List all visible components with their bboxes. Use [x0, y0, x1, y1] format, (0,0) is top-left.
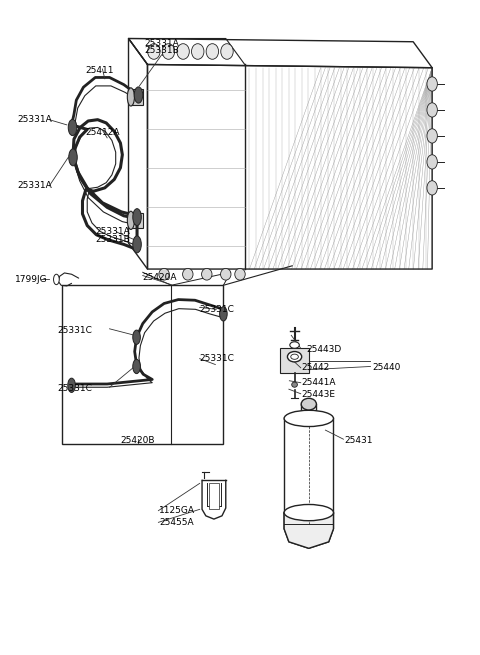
Ellipse shape	[202, 269, 212, 280]
Bar	[209, 483, 219, 510]
Ellipse shape	[219, 307, 227, 321]
Ellipse shape	[292, 382, 298, 387]
Ellipse shape	[427, 181, 437, 195]
Polygon shape	[284, 513, 334, 548]
Ellipse shape	[427, 77, 437, 91]
Ellipse shape	[159, 269, 169, 280]
Ellipse shape	[290, 342, 300, 348]
Ellipse shape	[133, 236, 141, 253]
Text: 25331B: 25331B	[144, 47, 179, 55]
Text: 25331A: 25331A	[144, 39, 179, 48]
Ellipse shape	[54, 274, 59, 285]
Ellipse shape	[148, 44, 160, 60]
Text: 25331A: 25331A	[17, 181, 52, 191]
Ellipse shape	[288, 352, 301, 362]
Text: 25443E: 25443E	[301, 390, 336, 399]
Bar	[131, 213, 143, 228]
Text: 25440: 25440	[373, 364, 401, 372]
Ellipse shape	[69, 149, 77, 166]
Ellipse shape	[427, 129, 437, 143]
Text: 25443D: 25443D	[306, 345, 342, 354]
Text: 25431: 25431	[344, 436, 373, 445]
Ellipse shape	[127, 88, 134, 106]
Text: 25331C: 25331C	[200, 305, 235, 314]
Text: 25442: 25442	[301, 364, 330, 372]
Text: 1799JG: 1799JG	[14, 275, 47, 284]
Text: 25331A: 25331A	[96, 227, 130, 236]
Ellipse shape	[127, 212, 134, 229]
Text: 1125GA: 1125GA	[159, 506, 195, 515]
Bar	[62, 286, 223, 444]
Ellipse shape	[133, 360, 140, 373]
Ellipse shape	[291, 354, 299, 360]
Text: 25441A: 25441A	[301, 378, 336, 387]
Ellipse shape	[133, 209, 141, 225]
Ellipse shape	[220, 269, 231, 280]
Ellipse shape	[427, 155, 437, 169]
Ellipse shape	[177, 44, 189, 60]
Ellipse shape	[133, 330, 140, 345]
Ellipse shape	[162, 44, 175, 60]
Ellipse shape	[192, 44, 204, 60]
Text: 25455A: 25455A	[159, 518, 194, 527]
Ellipse shape	[235, 269, 245, 280]
Ellipse shape	[182, 269, 193, 280]
Text: 25331A: 25331A	[17, 115, 52, 124]
Ellipse shape	[68, 119, 77, 136]
Text: 25331B: 25331B	[96, 234, 130, 244]
Text: 25411: 25411	[86, 66, 114, 75]
Text: 25331C: 25331C	[200, 354, 235, 363]
Ellipse shape	[427, 103, 437, 117]
Ellipse shape	[134, 87, 143, 103]
Ellipse shape	[206, 44, 218, 60]
Text: 25420B: 25420B	[121, 436, 155, 445]
Ellipse shape	[68, 378, 75, 392]
Ellipse shape	[284, 504, 334, 521]
Ellipse shape	[221, 44, 233, 60]
Text: 25331C: 25331C	[57, 326, 92, 335]
Ellipse shape	[301, 398, 316, 410]
Bar	[131, 89, 143, 105]
Text: 25412A: 25412A	[86, 128, 120, 137]
Text: 25331C: 25331C	[57, 384, 92, 393]
Ellipse shape	[284, 410, 334, 426]
Text: 25420A: 25420A	[143, 273, 177, 282]
Bar	[280, 348, 309, 373]
